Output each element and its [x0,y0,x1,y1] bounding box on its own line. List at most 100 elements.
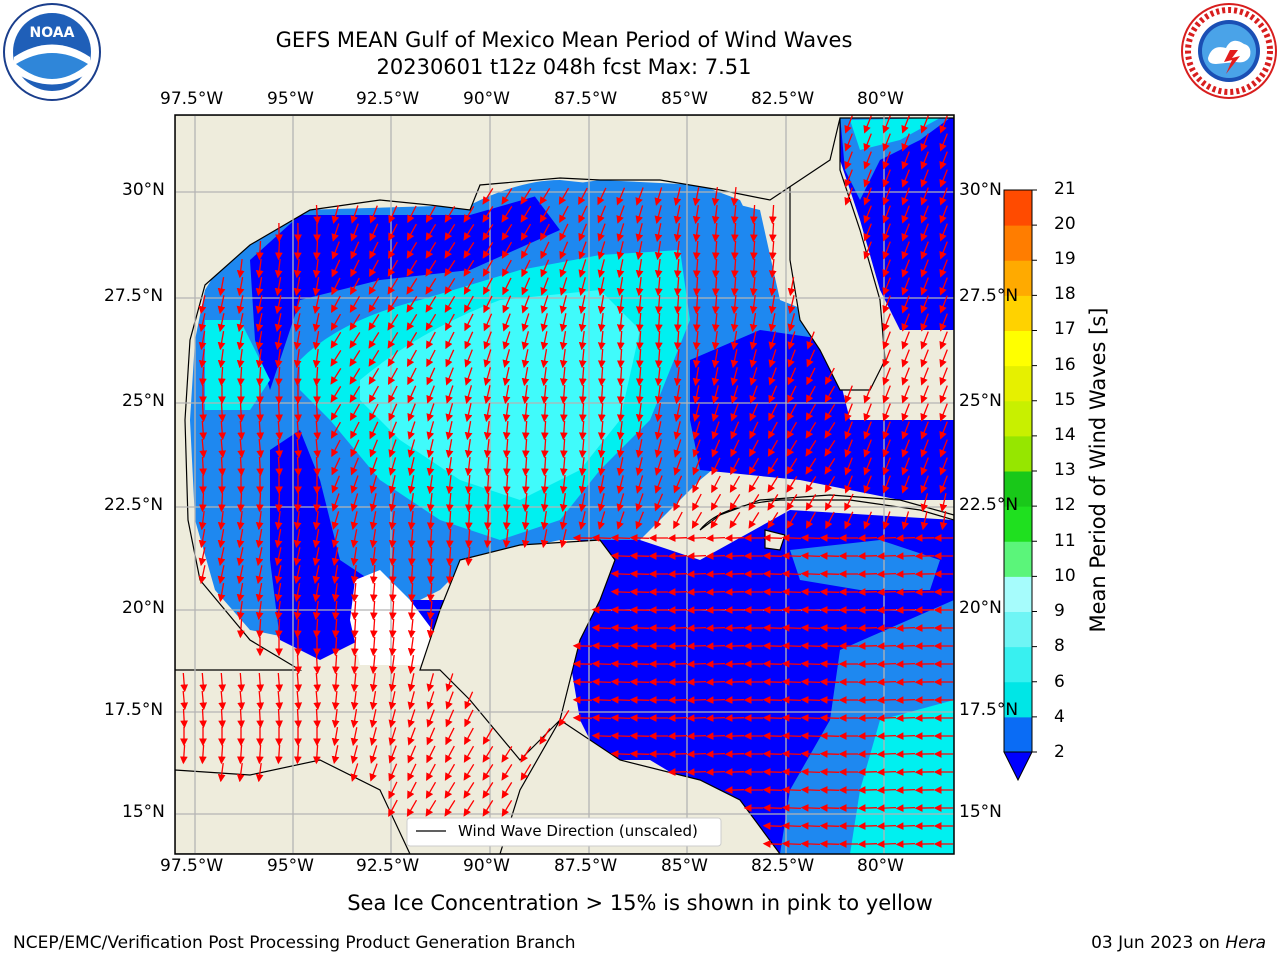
wind-wave-arrow [895,786,916,795]
wind-wave-arrow [629,732,650,740]
wind-wave-arrow [520,223,532,241]
wind-wave-arrow [426,367,436,386]
wind-wave-arrow [368,349,380,367]
wind-wave-arrow [819,534,840,542]
wind-wave-arrow [275,708,284,729]
wind-wave-arrow [729,493,741,511]
wind-wave-arrow [749,258,758,279]
wind-wave-arrow [368,332,380,349]
wind-wave-arrow [521,511,530,531]
wind-wave-arrow [218,402,227,423]
wind-wave-arrow [217,511,226,531]
wind-wave-arrow [578,457,587,477]
lat-label-right: 22.5°N [959,495,1019,515]
wind-wave-arrow [876,660,897,669]
wind-wave-arrow [806,385,816,404]
wind-wave-arrow [350,223,359,242]
wind-wave-arrow [388,709,397,728]
wind-wave-arrow [768,258,777,279]
colorbar-segment [1004,506,1032,542]
wind-wave-arrow [521,313,530,332]
wind-wave-arrow [768,367,777,386]
wind-wave-arrow [901,277,910,296]
wind-wave-arrow [667,570,688,578]
wind-wave-arrow [388,511,397,531]
wind-wave-arrow [294,654,303,675]
wind-wave-arrow [483,385,492,405]
wind-wave-arrow [369,241,379,260]
footer-machine: Hera [1225,933,1266,953]
wind-wave-arrow [350,565,359,585]
wind-wave-arrow [426,421,435,440]
wind-wave-arrow [692,240,701,261]
wind-wave-arrow [350,493,359,512]
wind-wave-arrow [407,564,416,585]
wind-wave-arrow [368,314,380,331]
wind-wave-arrow [293,330,302,351]
wind-wave-arrow [920,349,929,368]
wind-wave-arrow [635,205,644,224]
wind-wave-arrow [800,641,821,650]
wind-wave-arrow [426,475,435,495]
wind-wave-arrow [635,187,644,206]
wind-wave-arrow [501,746,513,763]
wind-wave-arrow [749,439,759,458]
wind-wave-arrow [863,205,872,224]
wind-wave-arrow [407,582,416,603]
wind-wave-arrow [876,804,897,813]
wind-wave-arrow [844,187,853,206]
wind-wave-arrow [901,457,910,476]
wind-wave-arrow [444,277,456,295]
wind-wave-arrow [901,259,910,278]
wind-wave-arrow [805,476,817,493]
wind-wave-arrow [388,636,397,657]
wind-wave-arrow [939,313,948,332]
wind-wave-arrow [857,804,878,812]
wind-wave-arrow [464,349,473,368]
wind-wave-arrow [274,601,283,621]
wind-wave-arrow [819,822,840,830]
wind-wave-arrow [667,678,688,686]
wind-wave-arrow [901,475,910,494]
wind-wave-arrow [255,511,264,531]
wind-wave-arrow [425,295,437,313]
wind-wave-arrow [882,331,891,350]
colorbar-tick: 16 [1054,355,1076,375]
wind-wave-arrow [762,588,783,596]
wind-wave-arrow [540,295,549,314]
wind-wave-arrow [686,660,707,669]
wind-wave-arrow [781,821,802,830]
wind-wave-arrow [724,678,745,686]
wind-wave-arrow [218,420,227,441]
lon-label-top: 85°W [661,89,708,109]
wind-wave-arrow [406,331,418,349]
wind-wave-arrow [920,313,929,332]
wind-wave-arrow [445,331,455,350]
wind-wave-arrow [819,606,840,614]
wind-wave-arrow [464,691,474,710]
wind-wave-arrow [781,659,802,668]
wind-wave-arrow [483,421,492,441]
wind-wave-arrow [502,474,511,495]
wind-wave-arrow [724,624,745,632]
wind-wave-arrow [369,727,378,746]
wind-wave-arrow [387,277,399,295]
wind-wave-arrow [749,385,758,404]
wind-wave-arrow [767,512,779,529]
wind-wave-arrow [464,295,474,314]
wind-wave-arrow [350,727,359,747]
wind-wave-arrow [692,204,701,225]
wind-wave-arrow [540,438,549,459]
wind-wave-arrow [331,654,340,675]
wind-wave-arrow [426,564,435,585]
wind-wave-arrow [180,672,189,693]
wind-wave-arrow [825,367,835,386]
wind-wave-arrow [331,475,341,494]
wind-wave-arrow [616,366,625,387]
wind-wave-arrow [369,511,378,531]
wind-wave-arrow [236,618,245,639]
wind-wave-arrow [256,456,265,477]
wind-wave-arrow [781,713,802,722]
wind-wave-arrow [520,763,532,781]
wind-wave-arrow [667,534,688,542]
